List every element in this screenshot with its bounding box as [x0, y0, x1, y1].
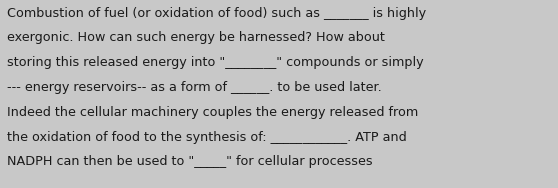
Text: Combustion of fuel (or oxidation of food) such as _______ is highly: Combustion of fuel (or oxidation of food…: [7, 7, 426, 20]
Text: NADPH can then be used to "_____" for cellular processes: NADPH can then be used to "_____" for ce…: [7, 155, 373, 168]
Text: --- energy reservoirs-- as a form of ______. to be used later.: --- energy reservoirs-- as a form of ___…: [7, 81, 382, 94]
Text: exergonic. How can such energy be harnessed? How about: exergonic. How can such energy be harnes…: [7, 31, 385, 44]
Text: Indeed the cellular machinery couples the energy released from: Indeed the cellular machinery couples th…: [7, 106, 418, 119]
Text: the oxidation of food to the synthesis of: ____________. ATP and: the oxidation of food to the synthesis o…: [7, 131, 407, 144]
Text: storing this released energy into "________" compounds or simply: storing this released energy into "_____…: [7, 56, 424, 69]
